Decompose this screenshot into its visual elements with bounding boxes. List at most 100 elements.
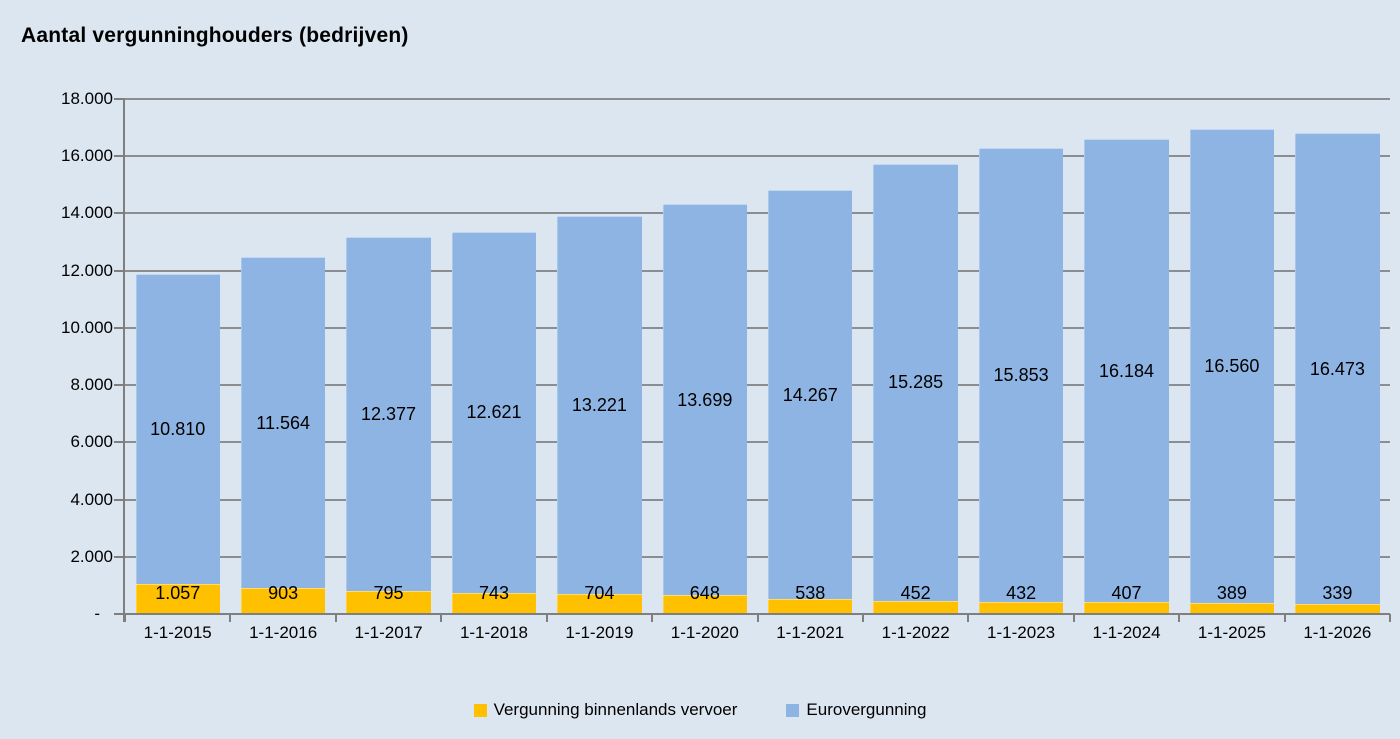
bar-value-label-binnenlands: 389 (1216, 583, 1247, 603)
x-axis-label: 1-1-2021 (776, 623, 845, 642)
bar-value-label-eurovergunning: 15.285 (888, 372, 944, 393)
x-axis-label: 1-1-2016 (249, 623, 318, 642)
y-axis-labels: - 2.000 4.000 6.000 8.000 10.000 12.000 14.000 1… (0, 89, 113, 623)
bar-stack (346, 237, 431, 614)
bar-group: 14.267 538 (758, 99, 863, 614)
bar-value-label-eurovergunning: 16.473 (1309, 358, 1365, 379)
bar-value-label-eurovergunning: 15.853 (993, 364, 1049, 385)
bar-segment-binnenlands (1084, 602, 1169, 614)
gridline (125, 555, 1390, 558)
y-axis-tick (114, 613, 123, 615)
y-axis-label: - (94, 604, 100, 623)
bar-segment-binnenlands (240, 588, 326, 614)
gridline (125, 326, 1390, 329)
x-axis-label: 1-1-2020 (670, 623, 739, 642)
legend: Vergunning binnenlands vervoer Eurovergun… (0, 700, 1400, 720)
x-axis-tick (1178, 614, 1181, 622)
bar-segment-binnenlands (873, 601, 958, 614)
bar-stack (873, 163, 958, 614)
bar-segment-eurovergunning (451, 231, 537, 593)
bar-stack (135, 274, 220, 614)
legend-swatch (786, 703, 800, 717)
bar-group: 16.184 407 (1074, 99, 1179, 614)
bar-group: 11.564 903 (230, 99, 335, 614)
bar-group: 10.810 1.057 (125, 99, 230, 614)
legend-item: Eurovergunning (786, 700, 926, 720)
chart-title: Aantal vergunninghouders (bedrijven) (21, 24, 409, 47)
gridline (125, 98, 1390, 100)
bar-segment-eurovergunning (557, 215, 642, 594)
legend-item: Vergunning binnenlands vervoer (473, 700, 738, 720)
bar-stack (451, 231, 537, 614)
y-axis-label: 4.000 (70, 489, 113, 509)
bar-value-label-eurovergunning: 12.621 (466, 402, 522, 423)
gridline (125, 384, 1390, 387)
x-axis-tick (440, 614, 443, 622)
y-axis-line (123, 98, 125, 622)
bar-value-label-binnenlands: 704 (584, 583, 615, 603)
bar-value-label-binnenlands: 795 (373, 583, 404, 603)
bar-group: 16.560 389 (1179, 99, 1284, 614)
legend-swatch (473, 703, 487, 717)
gridline (125, 498, 1390, 501)
x-axis-label: 1-1-2015 (143, 623, 212, 642)
y-axis-tick (114, 155, 123, 158)
bar-value-label-binnenlands: 743 (478, 583, 509, 603)
x-axis-label: 1-1-2026 (1303, 623, 1372, 642)
bar-stack (1189, 129, 1275, 614)
bar-stack (240, 257, 326, 614)
bar-value-label-binnenlands: 452 (900, 583, 931, 603)
x-axis-tick (1283, 614, 1286, 622)
bar-value-label-eurovergunning: 14.267 (782, 384, 838, 405)
bar-segment-binnenlands (346, 591, 431, 614)
bar-segment-eurovergunning (768, 190, 853, 599)
bar-segment-eurovergunning (346, 237, 431, 592)
x-axis-tick (967, 614, 970, 622)
bar-stack (978, 148, 1064, 614)
bar-value-label-binnenlands: 339 (1322, 583, 1353, 603)
legend-label: Vergunning binnenlands vervoer (493, 700, 738, 719)
y-axis-tick (114, 498, 123, 501)
bar-value-label-eurovergunning: 13.699 (677, 389, 733, 410)
y-axis-label: 12.000 (61, 260, 113, 280)
y-axis-label: 10.000 (61, 317, 113, 337)
x-axis-tick (124, 614, 126, 622)
bar-segment-eurovergunning (240, 257, 326, 589)
x-axis-label: 1-1-2019 (565, 623, 634, 642)
x-axis-label: 1-1-2024 (1092, 623, 1161, 642)
x-axis-label: 1-1-2023 (987, 623, 1056, 642)
bar-segment-binnenlands (451, 592, 537, 614)
x-axis-tick (545, 614, 548, 622)
x-axis-label: 1-1-2018 (459, 623, 528, 642)
gridline (125, 212, 1390, 215)
bar-value-label-binnenlands: 648 (689, 583, 720, 603)
x-axis-tick (861, 614, 864, 622)
bar-value-label-eurovergunning: 16.184 (1098, 360, 1155, 381)
bar-group: 12.377 795 (336, 99, 441, 614)
bar-segment-binnenlands (978, 601, 1064, 614)
gridline (125, 441, 1390, 444)
bar-segment-binnenlands (1189, 602, 1275, 614)
y-axis-label: 14.000 (61, 203, 113, 223)
bar-group: 16.473 339 (1285, 99, 1390, 614)
y-axis-tick (114, 212, 123, 215)
gridline (125, 269, 1390, 272)
y-axis-label: 16.000 (61, 146, 113, 166)
bar-segment-eurovergunning (978, 148, 1064, 602)
bar-segment-eurovergunning (1084, 139, 1169, 603)
bar-value-label-eurovergunning: 10.810 (150, 419, 206, 440)
bar-value-label-eurovergunning: 16.560 (1204, 355, 1260, 376)
bar-group: 15.285 452 (863, 99, 968, 614)
bar-segment-binnenlands (768, 598, 853, 614)
bar-value-label-binnenlands: 407 (1111, 583, 1142, 603)
bar-stack (1084, 139, 1169, 614)
y-axis-label: 18.000 (61, 89, 113, 108)
y-axis-tick (114, 555, 123, 558)
x-axis-tick (229, 614, 232, 622)
bar-value-label-binnenlands: 538 (795, 583, 826, 603)
bar-value-label-eurovergunning: 13.221 (571, 394, 627, 415)
y-axis-label: 2.000 (70, 546, 113, 566)
bar-segment-binnenlands (1295, 604, 1380, 614)
bar-group: 13.221 704 (547, 99, 652, 614)
bar-value-label-eurovergunning: 11.564 (256, 412, 310, 433)
